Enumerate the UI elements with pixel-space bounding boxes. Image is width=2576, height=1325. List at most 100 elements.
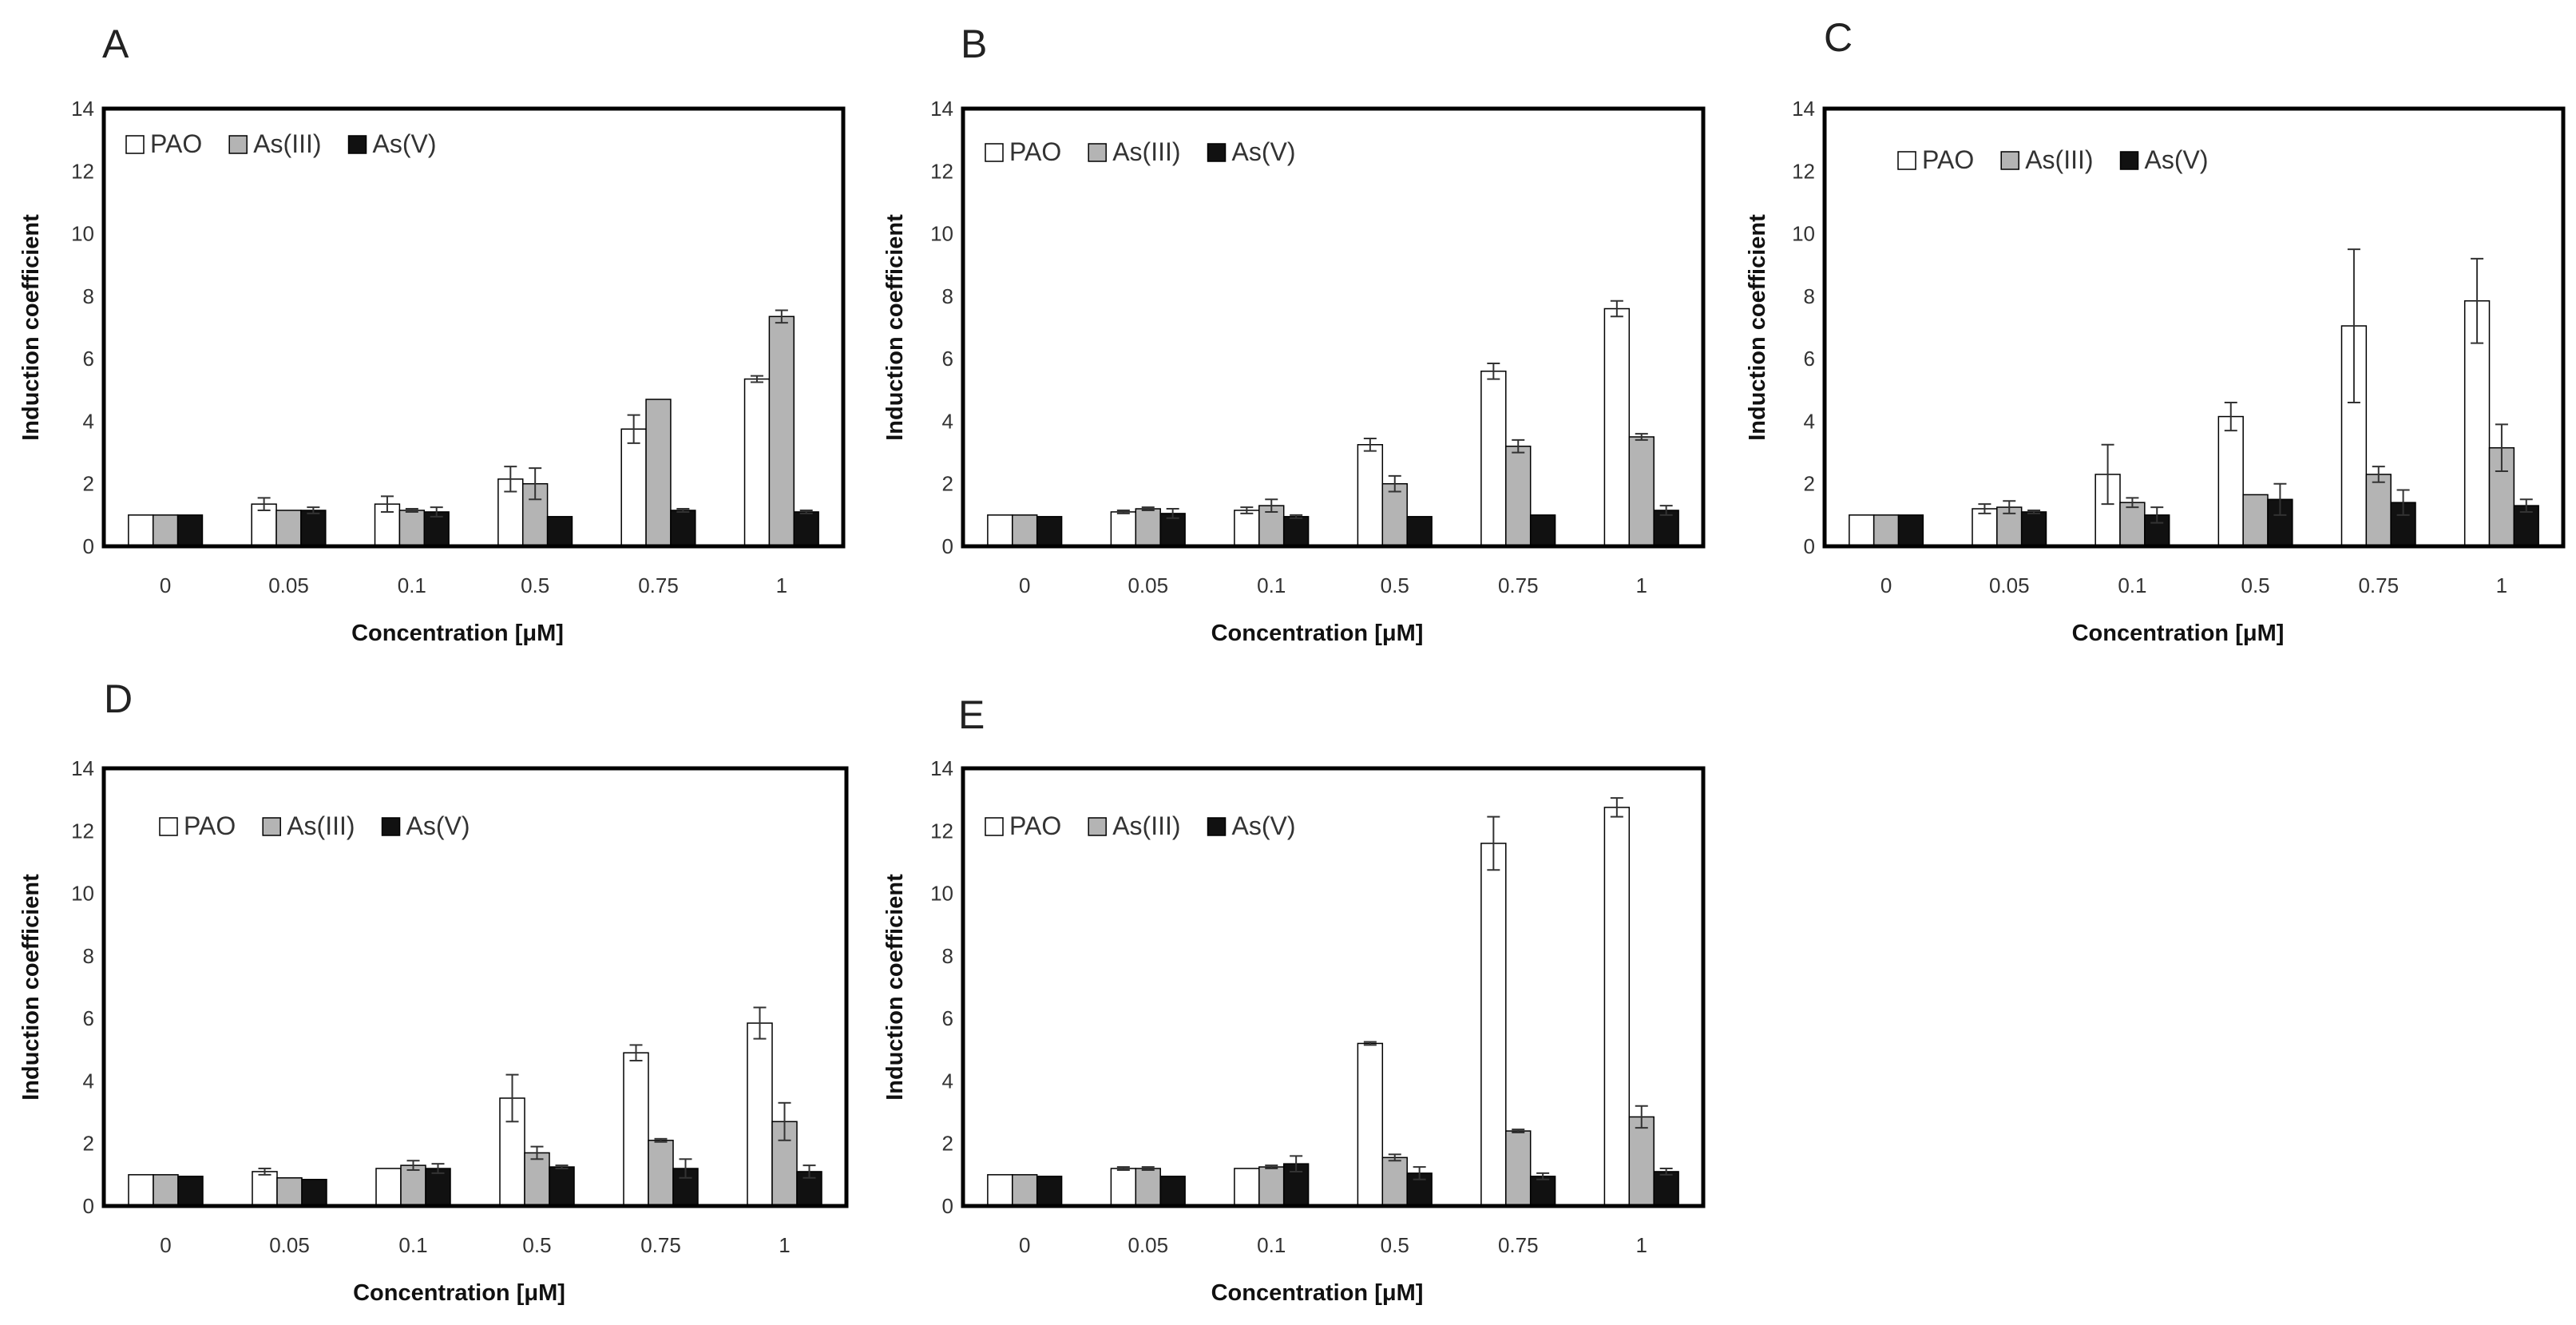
y-tick-label: 10 [930,222,953,246]
panel-letter: E [958,692,985,737]
x-tick-label: 0.75 [1498,573,1539,597]
panel-letter: C [1824,15,1853,60]
panel-letter: D [104,676,133,721]
x-tick-label: 1 [779,1233,790,1257]
x-tick-label: 1 [2496,573,2507,597]
x-tick-label: 1 [776,573,787,597]
y-tick-label: 10 [71,882,94,906]
legend-label-pao: PAO [150,129,202,158]
y-tick-label: 12 [71,819,94,843]
legend-label-asiii: As(III) [2025,145,2093,174]
x-tick-label: 0.5 [1381,1233,1409,1257]
legend-swatch-asiii [1088,817,1107,836]
bar-asv-0_75 [1529,1176,1556,1207]
bar-pao-1 [1603,307,1631,547]
bar-asv-0_5 [1406,516,1433,547]
y-tick-label: 6 [942,347,953,371]
bar-asv-1 [1653,510,1679,547]
bar-asiii-0_05 [1135,508,1161,547]
y-tick-label: 12 [930,819,953,843]
y-tick-label: 2 [942,1132,953,1156]
x-tick-label: 0.1 [2118,573,2146,597]
y-axis-title: Induction coefficient [1745,214,1770,441]
legend-swatch-asv [2119,151,2139,170]
y-tick-label: 0 [942,1194,953,1218]
bar-asiii-1 [768,315,795,547]
legend: PAO As(III) As(V) [985,137,1296,166]
legend: PAO As(III) As(V) [159,811,470,840]
bar-pao-0_1 [375,1168,402,1207]
bar-asv-0 [177,1176,204,1207]
x-tick-label: 1 [1636,573,1647,597]
x-tick-label: 0.1 [398,573,426,597]
x-tick-label: 0.75 [1498,1233,1539,1257]
x-tick-label: 0.05 [1127,1233,1168,1257]
legend: PAO As(III) As(V) [125,129,437,158]
legend-label-asiii: As(III) [287,811,355,840]
legend-swatch-asv [1207,143,1227,162]
y-tick-label: 8 [1804,284,1815,308]
panel-letter: A [102,22,129,66]
bar-asv-0_75 [1529,514,1556,547]
y-tick-label: 2 [83,1132,94,1156]
y-tick-label: 4 [1804,409,1815,433]
x-tick-label: 1 [1636,1233,1647,1257]
legend: PAO As(III) As(V) [1897,145,2209,174]
bar-asv-0_1 [425,1168,451,1207]
bar-asv-0_05 [301,1178,327,1207]
bar-asiii-0_05 [1135,1168,1161,1207]
y-tick-label: 0 [83,1194,94,1218]
x-axis-title: Concentration [μM] [353,1280,565,1306]
x-tick-label: 0.5 [1381,573,1409,597]
y-tick-label: 4 [942,1069,953,1093]
bar-pao-1 [743,378,771,547]
x-axis-title: Concentration [μM] [1211,1280,1424,1306]
bar-asv-0 [1036,516,1063,547]
legend-label-pao: PAO [1922,145,1974,174]
x-tick-label: 0 [160,573,171,597]
bar-asiii-0_1 [400,1164,426,1207]
legend-label-asv: As(V) [1232,811,1296,840]
bar-asiii-0_75 [2365,474,2392,547]
bar-pao-0_1 [1234,510,1260,547]
legend-swatch-pao [985,143,1004,162]
bar-asv-0_05 [300,510,327,547]
bar-asv-0 [1897,514,1924,547]
bar-pao-0_05 [1972,508,1998,547]
x-tick-label: 0 [1019,1233,1030,1257]
bar-pao-0 [987,514,1013,547]
bar-asv-0_05 [1159,1176,1186,1207]
y-tick-label: 8 [83,284,94,308]
bar-asiii-0_75 [645,399,672,547]
x-axis-title: Concentration [μM] [1211,621,1424,646]
y-tick-label: 0 [83,534,94,558]
y-tick-label: 6 [83,347,94,371]
bar-asiii-0_1 [398,510,426,547]
legend-swatch-asiii [262,817,281,836]
legend-label-asiii: As(III) [253,129,321,158]
y-tick-label: 10 [1792,222,1815,246]
legend-swatch-asv [1207,817,1227,836]
x-tick-label: 0.5 [521,573,549,597]
bar-pao-0_05 [1110,1168,1137,1207]
bar-pao-0_5 [2217,415,2244,547]
bar-asiii-0_1 [2119,502,2146,547]
legend-swatch-asiii [2000,151,2019,170]
x-tick-label: 0.05 [1127,573,1168,597]
legend-swatch-asv [381,817,401,836]
x-axis-title: Concentration [μM] [351,621,564,646]
x-tick-label: 0.05 [268,573,309,597]
bar-pao-0_1 [1234,1168,1260,1207]
bar-asiii-0 [1012,514,1038,547]
legend-swatch-pao [125,135,145,154]
y-tick-label: 12 [930,159,953,183]
chart-panel-e: E 0 2 4 6 8 10 12 14 0 0.05 0.1 0.5 0.75 1 Concentratio… [882,692,1706,1306]
legend-label-asv: As(V) [1232,137,1296,166]
y-tick-label: 4 [83,409,94,433]
plot-frame [961,766,1706,1208]
bar-asiii-1 [1628,436,1655,547]
y-tick-label: 2 [942,472,953,496]
legend-swatch-asiii [228,135,248,154]
bar-asiii-0_75 [1505,1130,1532,1207]
